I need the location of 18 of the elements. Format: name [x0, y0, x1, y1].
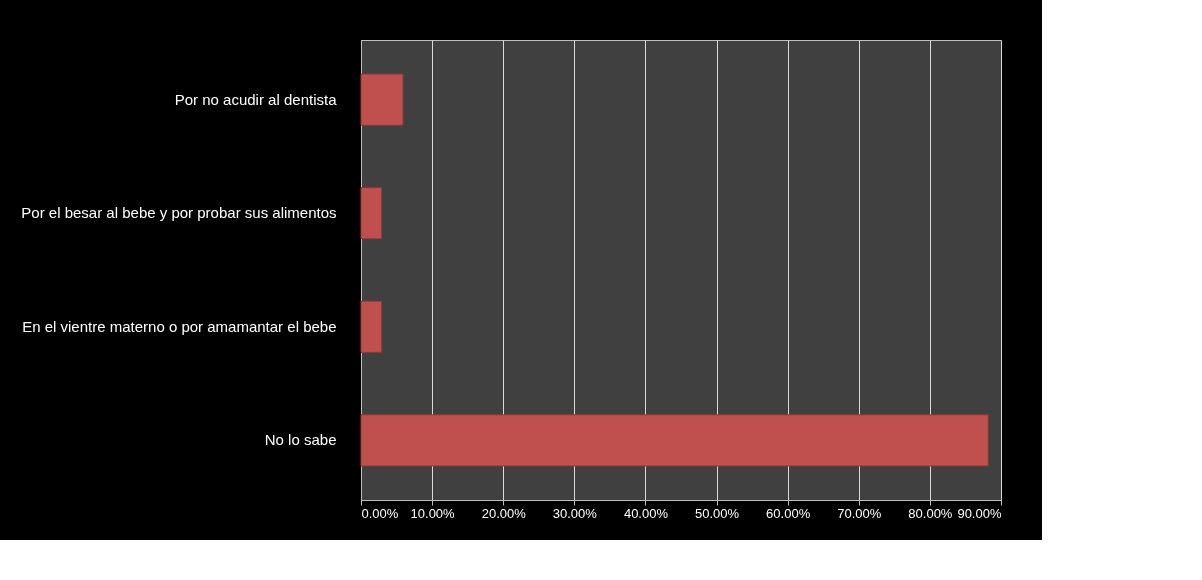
bar — [360, 414, 989, 467]
x-tick-label: 90.00% — [957, 505, 1002, 521]
x-tick-label: 20.00% — [481, 505, 527, 521]
x-tick-label: 0.00% — [361, 505, 399, 521]
y-tick-label: No lo sabe — [264, 431, 337, 449]
x-tick-label: 80.00% — [908, 505, 953, 521]
x-tick-label: 70.00% — [837, 505, 882, 521]
bar — [360, 300, 383, 353]
y-tick-label: Por el besar al bebe y por probar sus alimentos — [21, 204, 337, 222]
x-tick-label: 60.00% — [766, 505, 811, 521]
x-tick-label: 30.00% — [552, 505, 598, 521]
y-tick-label: Por no acudir al dentista — [174, 90, 338, 108]
x-tick-label: 40.00% — [623, 505, 669, 521]
y-tick-label: En el vientre materno o por amamantar el bebe — [22, 317, 337, 335]
x-tick-label: 10.00% — [410, 505, 456, 521]
bar — [360, 73, 404, 126]
bar — [360, 187, 383, 240]
x-tick-label: 50.00% — [695, 505, 740, 521]
